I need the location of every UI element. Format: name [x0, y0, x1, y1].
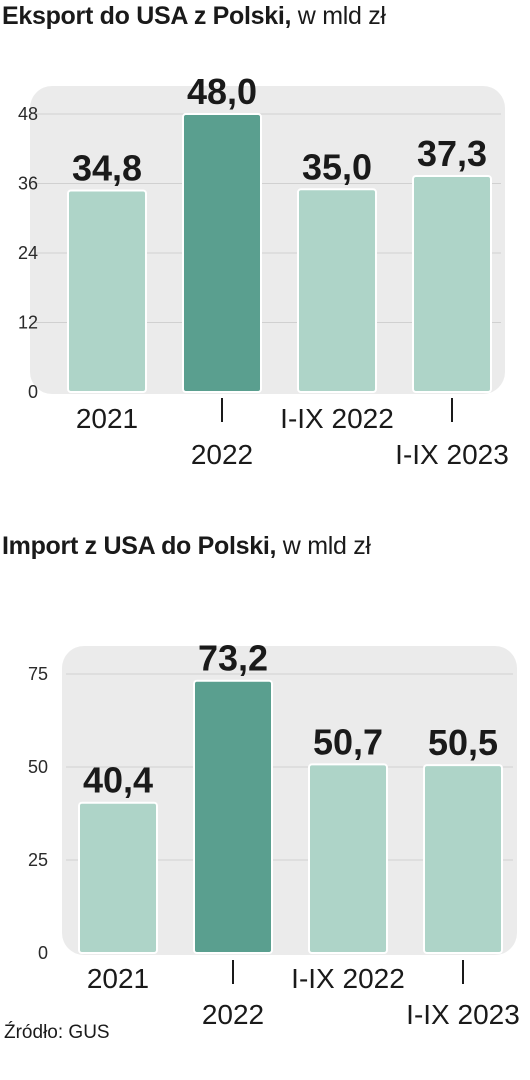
import-y-tick-label: 25: [28, 850, 48, 870]
export-title-main: Eksport do USA z Polski,: [2, 2, 292, 30]
export-plot-panel: [30, 86, 505, 394]
export-chart-plot: 0 12 24 36 48 34,8 2021 48,0 2022 35,0 I-IX 2022 37…: [18, 71, 509, 470]
export-bar-1: [67, 189, 147, 393]
export-y-tick-label: 12: [18, 313, 38, 333]
import-value-label: 40,4: [83, 760, 153, 801]
export-category-label: 2022: [191, 439, 253, 470]
export-category-label: I-IX 2023: [395, 439, 509, 470]
export-value-label: 35,0: [302, 146, 372, 187]
import-title-main: Import z USA do Polski,: [2, 532, 277, 560]
export-y-tick-label: 24: [18, 243, 38, 263]
export-title-unit: w mld zł: [291, 2, 386, 30]
export-chart-title: Eksport do USA z Polski, w mld zł: [2, 2, 386, 31]
import-y-tick-label: 50: [28, 757, 48, 777]
source-note: Źródło: GUS: [4, 1022, 110, 1043]
import-category-label: I-IX 2022: [291, 963, 405, 994]
export-y-tick-label: 48: [18, 104, 38, 124]
export-bar-4: [412, 174, 492, 393]
import-bar-2: [193, 679, 273, 954]
import-bar-3: [308, 763, 388, 954]
import-value-label: 50,7: [313, 721, 383, 762]
import-chart-plot: 0 25 50 75 40,4 2021 73,2 2022 50,7 I-IX 2022 50,5…: [28, 638, 520, 1030]
export-y-tick-label: 0: [28, 382, 38, 402]
import-category-label: I-IX 2023: [406, 999, 520, 1030]
export-value-label: 37,3: [417, 133, 487, 174]
import-value-label: 50,5: [428, 722, 498, 763]
import-plot-panel: [62, 646, 517, 955]
export-bar-2: [182, 113, 262, 393]
import-value-label: 73,2: [198, 638, 268, 679]
export-y-tick-label: 36: [18, 174, 38, 194]
import-y-tick-label: 75: [28, 664, 48, 684]
import-chart: Import z USA do Polski, w mld zł 0 25 50 75…: [0, 530, 530, 1030]
import-chart-title: Import z USA do Polski, w mld zł: [2, 532, 371, 561]
import-title-unit: w mld zł: [276, 532, 371, 560]
import-y-tick-label: 0: [38, 943, 48, 963]
export-category-label: I-IX 2022: [280, 403, 394, 434]
export-bar-3: [297, 188, 377, 393]
import-bar-1: [78, 801, 158, 954]
export-chart: Eksport do USA z Polski, w mld zł 0 12 24 3…: [0, 0, 530, 480]
import-category-label: 2022: [202, 999, 264, 1030]
export-category-label: 2021: [76, 403, 138, 434]
import-bar-4: [423, 764, 503, 954]
import-category-label: 2021: [87, 963, 149, 994]
export-value-label: 34,8: [72, 147, 142, 188]
export-value-label: 48,0: [187, 71, 257, 112]
